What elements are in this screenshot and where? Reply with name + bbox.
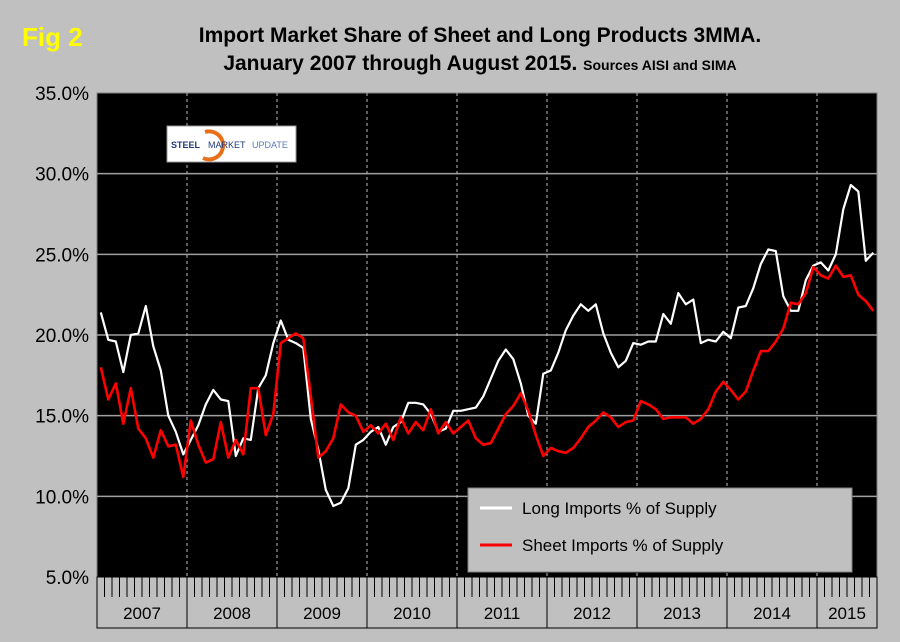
logo-text-light: UPDATE	[252, 140, 288, 150]
title-line-1: Import Market Share of Sheet and Long Pr…	[198, 24, 762, 47]
chart-title: Import Market Share of Sheet and Long Pr…	[120, 22, 840, 79]
y-tick-label: 25.0%	[35, 245, 89, 266]
logo-text-bold: STEEL	[171, 140, 201, 150]
series-line-long	[99, 183, 875, 508]
figure-label: Fig 2	[22, 22, 83, 52]
y-tick-label: 10.0%	[35, 487, 89, 508]
x-tick-label: 2010	[393, 604, 431, 623]
x-tick-label: 2011	[484, 604, 521, 623]
x-tick-label: 2009	[303, 604, 341, 623]
y-tick-label: 15.0%	[35, 407, 89, 428]
y-tick-label: 35.0%	[35, 84, 89, 105]
x-tick-label: 2008	[213, 604, 251, 623]
title-line-2: January 2007 through August 2015.	[223, 52, 578, 75]
series-line-sheet	[99, 264, 875, 479]
sources-note: Sources AISI and SIMA	[583, 57, 737, 73]
legend-label: Long Imports % of Supply	[522, 499, 717, 518]
x-tick-label: 2007	[123, 604, 161, 623]
x-tick-label: 2014	[753, 604, 791, 623]
legend	[467, 487, 853, 573]
logo-text-mid: MARKET	[208, 140, 246, 150]
y-tick-label: 20.0%	[35, 326, 89, 347]
x-tick-label: 2015	[828, 604, 866, 623]
logo-box	[166, 125, 297, 163]
logo-swoosh-icon	[202, 129, 226, 162]
x-tick-label: 2013	[663, 604, 701, 623]
legend-label: Sheet Imports % of Supply	[522, 536, 724, 555]
y-tick-label: 5.0%	[46, 568, 89, 589]
y-tick-label: 30.0%	[35, 165, 89, 186]
x-tick-label: 2012	[573, 604, 611, 623]
